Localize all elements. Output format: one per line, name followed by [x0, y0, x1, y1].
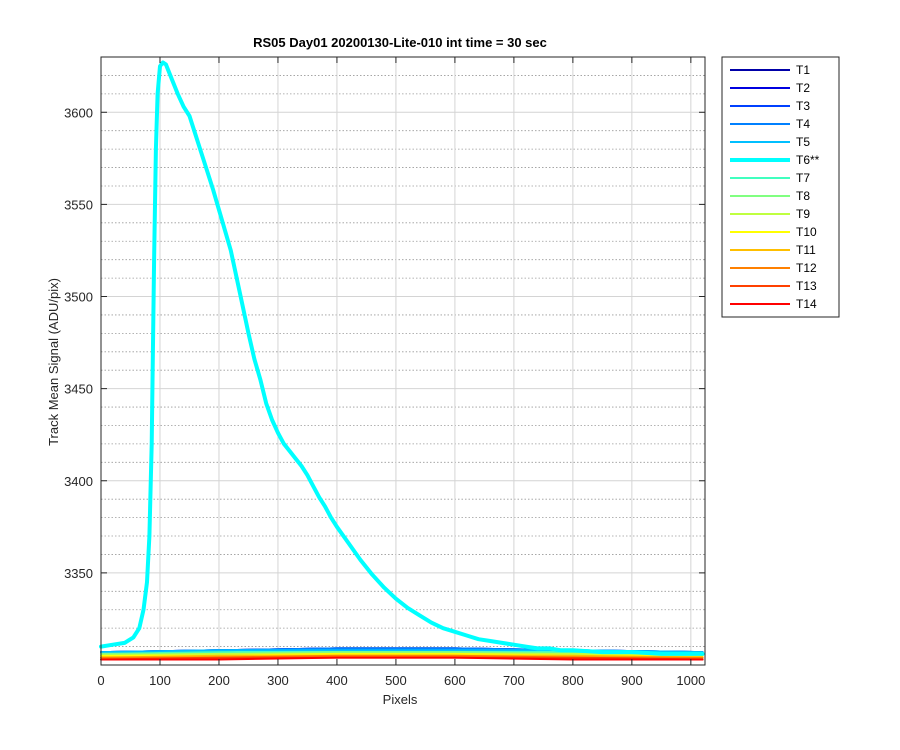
legend-item: T7 — [730, 171, 810, 185]
axis-ticks: 0 100 200 300 400 500 600 700 800 900 1000 3350 3400… — [64, 57, 705, 688]
legend-label: T10 — [796, 225, 817, 239]
y-tick-label: 3600 — [64, 105, 93, 120]
legend-item: T14 — [730, 297, 817, 311]
legend-label: T14 — [796, 297, 817, 311]
x-tick-label: 600 — [444, 673, 466, 688]
y-tick-label: 3450 — [64, 382, 93, 397]
legend-item: T6** — [730, 153, 820, 167]
x-tick-label: 300 — [267, 673, 289, 688]
legend: T1 T2 T3 T4 T5 T6** T7 T8 T9 T10 T11 T12 T13 T14 — [721, 56, 840, 318]
x-tick-label: 500 — [385, 673, 407, 688]
legend-item: T3 — [730, 99, 810, 113]
series-line-t6 — [99, 60, 705, 656]
legend-item: T13 — [730, 279, 817, 293]
legend-item: T1 — [730, 63, 810, 77]
y-tick-label: 3350 — [64, 566, 93, 581]
legend-label: T8 — [796, 189, 810, 203]
y-tick-label: 3500 — [64, 290, 93, 305]
legend-label: T13 — [796, 279, 817, 293]
series-line-t14 — [100, 656, 704, 661]
legend-item: T10 — [730, 225, 817, 239]
x-tick-label: 700 — [503, 673, 525, 688]
y-tick-label: 3400 — [64, 474, 93, 489]
legend-item: T9 — [730, 207, 810, 221]
legend-item: T5 — [730, 135, 810, 149]
legend-box — [721, 56, 840, 318]
grid — [100, 57, 705, 665]
legend-item: T12 — [730, 261, 817, 275]
legend-label: T11 — [796, 243, 816, 257]
legend-label: T12 — [796, 261, 817, 275]
legend-label: T3 — [796, 99, 810, 113]
plot-area-frame — [100, 56, 706, 666]
legend-item: T2 — [730, 81, 810, 95]
x-tick-label: 100 — [149, 673, 171, 688]
x-tick-label: 900 — [621, 673, 643, 688]
legend-label: T4 — [796, 117, 810, 131]
x-tick-label: 1000 — [676, 673, 705, 688]
legend-label: T9 — [796, 207, 810, 221]
legend-label: T6** — [796, 153, 820, 167]
legend-item: T11 — [730, 243, 816, 257]
x-tick-label: 200 — [208, 673, 230, 688]
legend-label: T2 — [796, 81, 810, 95]
series-lines — [99, 60, 705, 661]
chart-title: RS05 Day01 20200130-Lite-010 int time = … — [253, 35, 547, 50]
legend-item: T8 — [730, 189, 810, 203]
x-tick-label: 400 — [326, 673, 348, 688]
legend-label: T5 — [796, 135, 810, 149]
x-tick-label: 800 — [562, 673, 584, 688]
y-tick-label: 3550 — [64, 197, 93, 212]
legend-item: T4 — [730, 117, 810, 131]
y-axis-label: Track Mean Signal (ADU/pix) — [46, 278, 61, 446]
x-axis-label: Pixels — [383, 692, 418, 707]
x-tick-label: 0 — [97, 673, 104, 688]
legend-label: T1 — [796, 63, 810, 77]
legend-label: T7 — [796, 171, 810, 185]
